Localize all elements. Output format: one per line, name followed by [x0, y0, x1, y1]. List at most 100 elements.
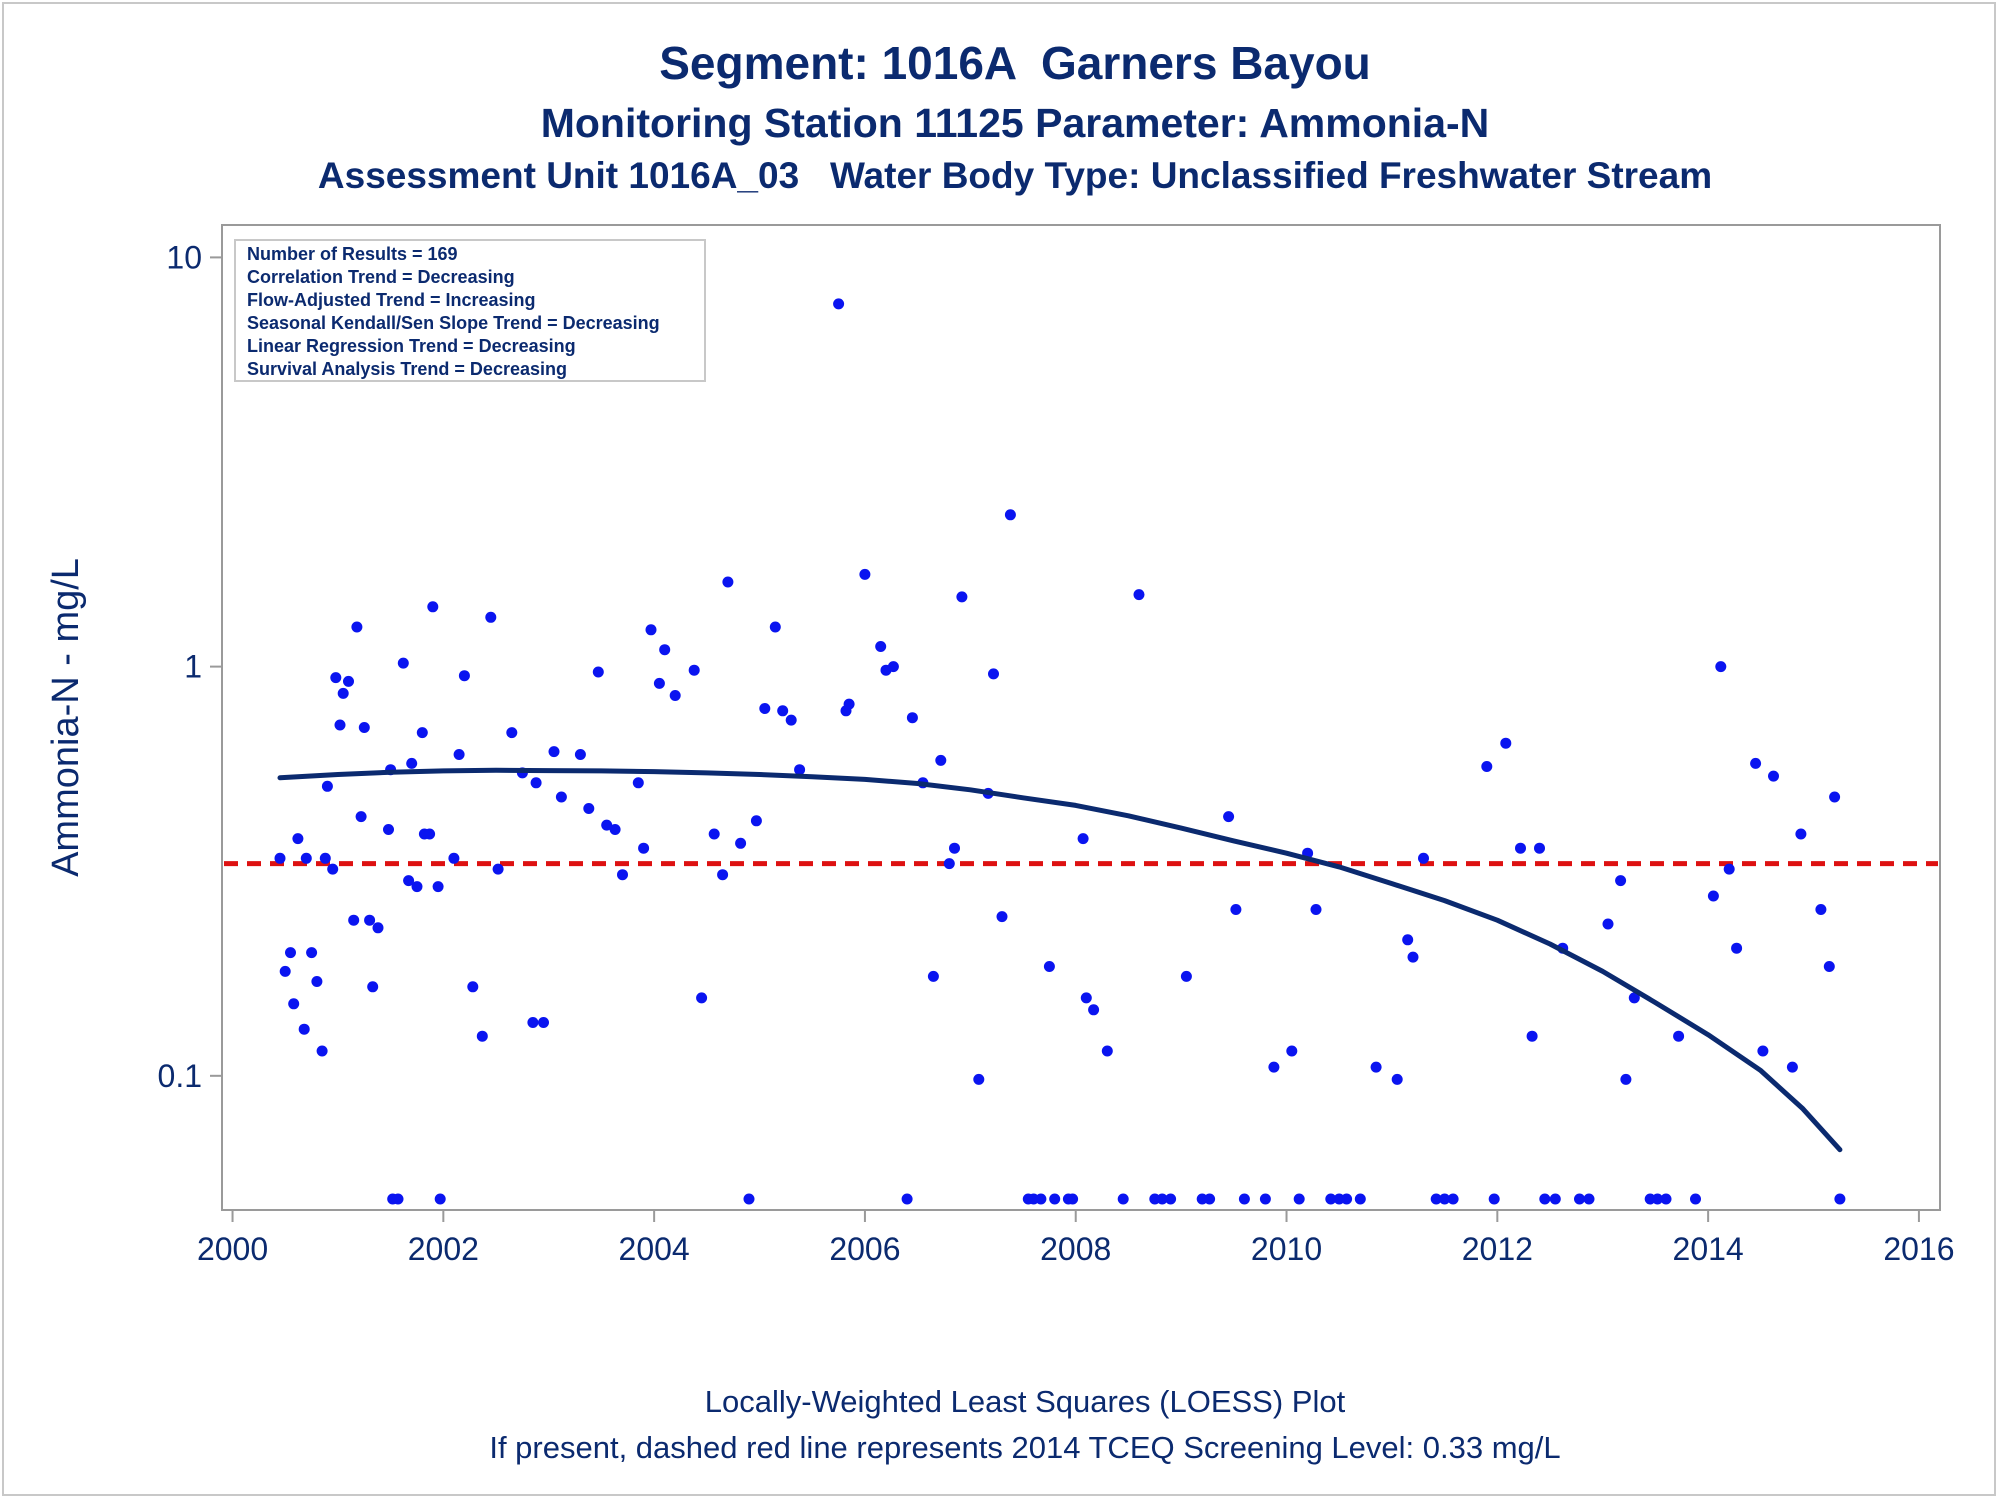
- data-point: [427, 601, 439, 613]
- data-point: [1325, 1193, 1337, 1205]
- data-point: [555, 791, 567, 803]
- data-point: [617, 869, 628, 881]
- data-point: [1402, 934, 1414, 946]
- data-point: [1004, 509, 1016, 521]
- data-point: [416, 727, 428, 739]
- data-point: [453, 749, 465, 760]
- data-point: [708, 828, 720, 840]
- data-point: [1354, 1193, 1366, 1205]
- data-point: [949, 842, 960, 854]
- data-point: [1574, 1193, 1585, 1205]
- data-point: [1757, 1045, 1769, 1057]
- data-point: [935, 754, 947, 766]
- data-point: [1750, 757, 1762, 769]
- data-point: [833, 298, 845, 310]
- data-point: [956, 591, 968, 603]
- data-point: [316, 1045, 328, 1057]
- data-point: [288, 998, 300, 1010]
- data-point: [859, 568, 871, 580]
- data-point: [530, 777, 542, 789]
- data-point: [1230, 904, 1242, 915]
- data-point: [367, 981, 379, 993]
- data-point: [574, 749, 586, 760]
- data-point: [411, 881, 423, 893]
- data-point: [492, 863, 504, 875]
- chart-subtitle-assessment: Assessment Unit 1016A_03 Water Body Type…: [317, 155, 1713, 196]
- data-point: [527, 1017, 539, 1028]
- data-point: [735, 837, 747, 849]
- data-point: [943, 858, 955, 870]
- data-point: [372, 922, 384, 934]
- data-point: [1293, 1193, 1305, 1205]
- data-point: [645, 624, 657, 636]
- data-point: [1583, 1193, 1595, 1205]
- footnote-loess: Locally-Weighted Least Squares (LOESS) P…: [704, 1384, 1346, 1419]
- data-point: [351, 621, 363, 633]
- data-point: [485, 611, 497, 623]
- chart-title: Segment: 1016A Garners Bayou: [659, 37, 1371, 89]
- data-point: [1238, 1193, 1250, 1205]
- data-point: [1049, 1193, 1061, 1205]
- data-point: [298, 1023, 310, 1035]
- data-point: [327, 863, 339, 875]
- stats-inset-line: Linear Regression Trend = Decreasing: [247, 336, 576, 356]
- data-point: [1549, 1193, 1561, 1205]
- data-point: [1620, 1073, 1632, 1085]
- data-point: [906, 712, 918, 724]
- data-point: [432, 881, 444, 893]
- data-point: [1707, 890, 1719, 902]
- x-tick-label: 2016: [1883, 1231, 1954, 1267]
- stats-inset-line: Correlation Trend = Decreasing: [247, 267, 515, 287]
- data-point: [538, 1017, 549, 1028]
- data-point: [717, 869, 729, 881]
- data-point: [467, 981, 479, 993]
- x-tick-label: 2008: [1040, 1231, 1111, 1267]
- data-point: [1035, 1193, 1047, 1205]
- data-point: [274, 852, 286, 864]
- data-point: [653, 677, 665, 689]
- data-point: [1407, 951, 1419, 963]
- data-point: [1043, 961, 1055, 972]
- data-point: [392, 1193, 404, 1205]
- data-point: [1628, 992, 1640, 1004]
- data-point: [688, 664, 700, 676]
- data-point: [927, 970, 939, 982]
- data-point: [785, 714, 797, 726]
- data-point: [1077, 833, 1089, 845]
- data-point: [306, 947, 318, 959]
- data-point: [988, 668, 999, 680]
- data-point: [1539, 1193, 1551, 1205]
- data-point: [1391, 1073, 1403, 1085]
- y-tick-label: 0.1: [158, 1058, 202, 1094]
- data-point: [1488, 1193, 1500, 1205]
- data-point: [334, 719, 346, 731]
- data-point: [1615, 875, 1627, 887]
- stats-inset-box: [234, 239, 706, 382]
- data-point: [669, 690, 681, 701]
- data-point: [1223, 811, 1235, 823]
- data-point: [458, 670, 470, 682]
- y-tick-label: 1: [184, 649, 202, 685]
- x-tick-label: 2002: [408, 1231, 479, 1267]
- data-point: [300, 852, 312, 864]
- data-point: [397, 657, 409, 669]
- data-point: [609, 824, 621, 835]
- stats-inset-line: Survival Analysis Trend = Decreasing: [247, 359, 567, 379]
- data-point: [1481, 761, 1493, 772]
- data-point: [1156, 1193, 1168, 1205]
- x-tick-label: 2006: [829, 1231, 900, 1267]
- data-point: [506, 727, 518, 739]
- data-point: [1447, 1193, 1459, 1205]
- data-point: [403, 875, 415, 887]
- data-point: [1723, 863, 1735, 875]
- stats-inset: Number of Results = 169 Correlation Trend…: [234, 239, 706, 382]
- data-point: [996, 911, 1008, 923]
- data-point: [973, 1073, 985, 1085]
- data-point: [1204, 1193, 1216, 1205]
- data-point: [743, 1193, 755, 1205]
- data-point: [355, 811, 367, 823]
- data-point: [343, 675, 354, 687]
- data-point: [330, 672, 342, 684]
- data-point: [424, 828, 436, 840]
- data-point: [1418, 852, 1429, 864]
